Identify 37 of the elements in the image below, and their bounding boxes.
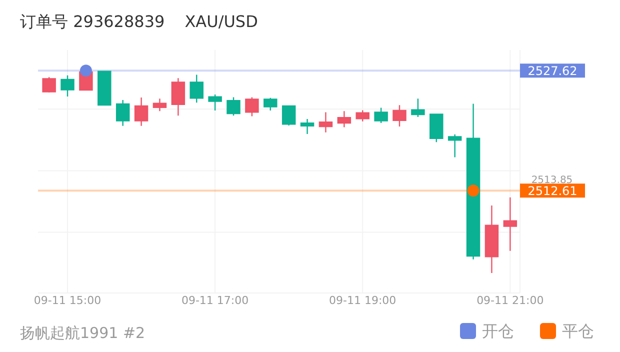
candlestick bbox=[466, 103, 480, 260]
x-tick-label: 09-11 17:00 bbox=[181, 294, 249, 307]
candlestick bbox=[208, 94, 222, 112]
candlestick bbox=[264, 97, 278, 112]
y-tick-label: 2512.61 bbox=[528, 184, 578, 198]
y-tick-label: 2513.85 bbox=[531, 175, 573, 186]
chart-subtitle: XAU/USD bbox=[184, 12, 258, 31]
x-tick-label: 09-11 19:00 bbox=[329, 294, 396, 307]
x-tick-label: 09-11 15:00 bbox=[34, 294, 102, 307]
candlestick bbox=[430, 114, 444, 143]
candlestick bbox=[411, 98, 425, 118]
candlestick bbox=[392, 104, 406, 128]
text: 扬帆起航1991 #2 bbox=[20, 324, 146, 342]
candlestick bbox=[134, 96, 148, 126]
x-tick-label: 09-11 21:00 bbox=[476, 294, 544, 307]
candlestick bbox=[337, 110, 352, 128]
candlestick bbox=[356, 110, 370, 122]
candlestick bbox=[171, 78, 186, 116]
candlestick bbox=[503, 196, 518, 252]
y-tick-label: 2527.62 bbox=[528, 64, 578, 78]
candlestick bbox=[282, 105, 296, 126]
candlestick bbox=[190, 74, 204, 104]
candlestick bbox=[374, 107, 388, 124]
candlestick bbox=[245, 96, 259, 117]
candlestick bbox=[116, 99, 130, 126]
legend-label: 开仓 bbox=[482, 322, 514, 341]
legend-label: 平仓 bbox=[562, 322, 594, 341]
candlestick bbox=[60, 74, 74, 98]
chart-title: 订单号 293628839 bbox=[20, 12, 165, 31]
candlestick bbox=[300, 118, 314, 135]
candlestick bbox=[226, 96, 240, 116]
candlestick bbox=[98, 70, 112, 106]
candlestick bbox=[448, 134, 462, 158]
candlestick bbox=[152, 98, 167, 112]
candlestick bbox=[318, 112, 333, 133]
candlestick bbox=[484, 204, 499, 274]
candlestick bbox=[42, 76, 56, 94]
